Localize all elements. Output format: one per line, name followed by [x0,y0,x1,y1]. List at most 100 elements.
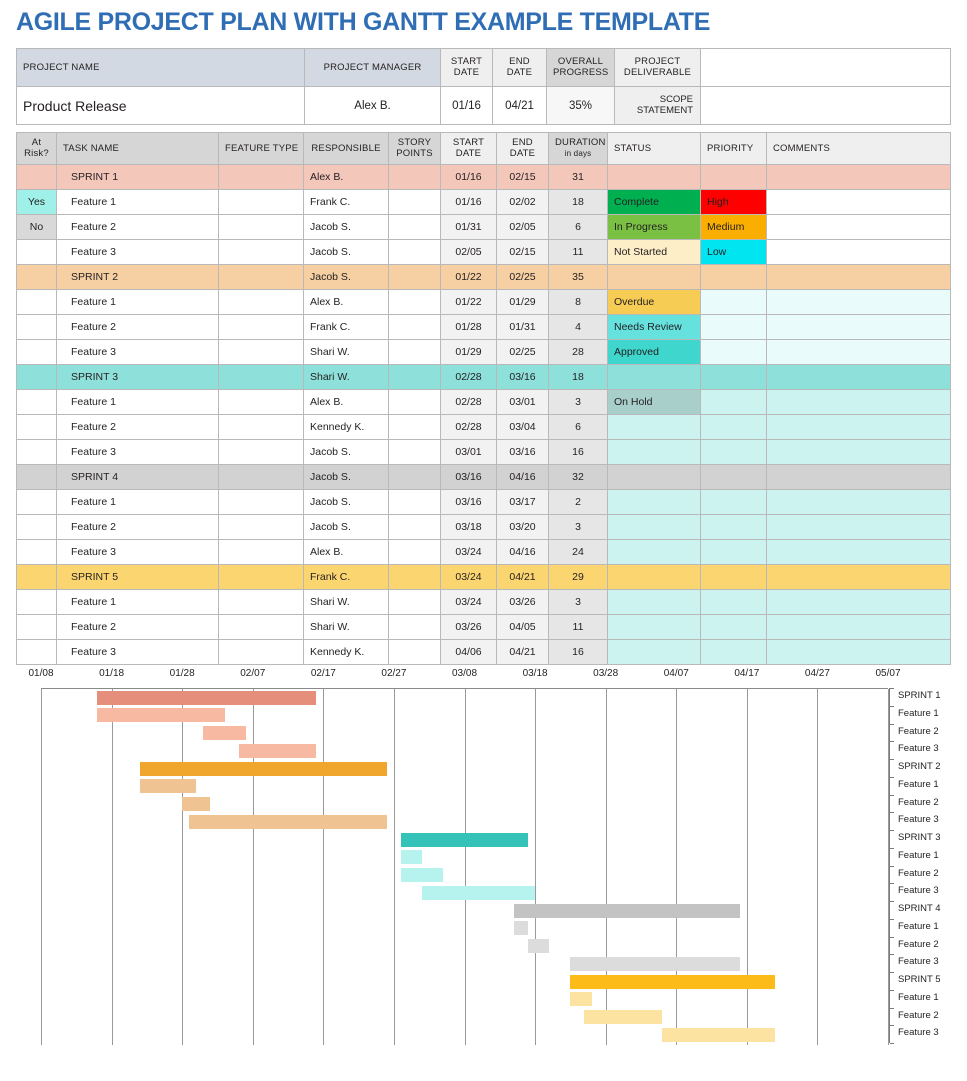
cell-status[interactable] [607,164,701,190]
cell-status[interactable] [607,514,701,540]
cell-responsible[interactable]: Jacob S. [303,239,389,265]
cell-status[interactable]: Needs Review [607,314,701,340]
cell-task-name[interactable]: Feature 1 [56,189,219,215]
cell-task-name[interactable]: SPRINT 1 [56,164,219,190]
cell-priority[interactable] [700,264,767,290]
gantt-bar[interactable] [139,779,197,794]
cell-status[interactable] [607,564,701,590]
cell-feature-type[interactable] [218,414,304,440]
cell-at-risk[interactable] [16,614,57,640]
cell-priority[interactable]: Low [700,239,767,265]
cell-start-date[interactable]: 02/28 [440,364,497,390]
cell-start-date[interactable]: 03/24 [440,564,497,590]
cell-feature-type[interactable] [218,389,304,415]
value-start-date[interactable]: 01/16 [440,86,493,125]
cell-status[interactable]: Not Started [607,239,701,265]
cell-duration[interactable]: 24 [548,539,608,565]
cell-start-date[interactable]: 02/28 [440,414,497,440]
cell-task-name[interactable]: SPRINT 5 [56,564,219,590]
cell-feature-type[interactable] [218,339,304,365]
cell-duration[interactable]: 18 [548,364,608,390]
table-row[interactable]: SPRINT 4 Jacob S. 03/16 04/16 32 [16,464,951,490]
cell-duration[interactable]: 29 [548,564,608,590]
cell-start-date[interactable]: 03/24 [440,539,497,565]
cell-comments[interactable] [766,389,951,415]
cell-responsible[interactable]: Alex B. [303,289,389,315]
cell-at-risk[interactable] [16,289,57,315]
cell-story-points[interactable] [388,439,441,465]
cell-duration[interactable]: 28 [548,339,608,365]
cell-story-points[interactable] [388,189,441,215]
cell-feature-type[interactable] [218,214,304,240]
cell-priority[interactable] [700,539,767,565]
cell-status[interactable]: In Progress [607,214,701,240]
cell-task-name[interactable]: SPRINT 2 [56,264,219,290]
cell-at-risk[interactable] [16,364,57,390]
cell-duration[interactable]: 3 [548,514,608,540]
cell-priority[interactable] [700,389,767,415]
cell-priority[interactable] [700,339,767,365]
cell-feature-type[interactable] [218,364,304,390]
cell-duration[interactable]: 6 [548,414,608,440]
table-row[interactable]: Feature 1 Shari W. 03/24 03/26 3 [16,589,951,615]
cell-task-name[interactable]: Feature 2 [56,414,219,440]
value-overall-progress[interactable]: 35% [546,86,615,125]
cell-feature-type[interactable] [218,439,304,465]
gantt-bar[interactable] [203,726,246,740]
cell-story-points[interactable] [388,564,441,590]
cell-status[interactable] [607,489,701,515]
cell-comments[interactable] [766,264,951,290]
cell-comments[interactable] [766,439,951,465]
cell-comments[interactable] [766,589,951,615]
cell-end-date[interactable]: 03/17 [496,489,549,515]
cell-feature-type[interactable] [218,464,304,490]
gantt-bar[interactable] [182,797,211,811]
table-row[interactable]: SPRINT 2 Jacob S. 01/22 02/25 35 [16,264,951,290]
value-scope-statement[interactable]: SCOPE STATEMENT [614,86,701,125]
cell-duration[interactable]: 3 [548,589,608,615]
value-project-manager[interactable]: Alex B. [304,86,441,125]
cell-end-date[interactable]: 03/01 [496,389,549,415]
cell-priority[interactable] [700,439,767,465]
value-end-date[interactable]: 04/21 [492,86,547,125]
table-row[interactable]: Yes Feature 1 Frank C. 01/16 02/02 18 Complete… [16,189,951,215]
cell-at-risk[interactable] [16,639,57,665]
cell-responsible[interactable]: Alex B. [303,389,389,415]
cell-end-date[interactable]: 01/31 [496,314,549,340]
cell-feature-type[interactable] [218,264,304,290]
cell-feature-type[interactable] [218,514,304,540]
cell-priority[interactable]: Medium [700,214,767,240]
cell-responsible[interactable]: Jacob S. [303,514,389,540]
cell-duration[interactable]: 31 [548,164,608,190]
cell-comments[interactable] [766,189,951,215]
cell-at-risk[interactable] [16,264,57,290]
cell-responsible[interactable]: Shari W. [303,589,389,615]
cell-story-points[interactable] [388,639,441,665]
cell-at-risk[interactable] [16,389,57,415]
table-row[interactable]: Feature 3 Kennedy K. 04/06 04/21 16 [16,639,951,665]
cell-start-date[interactable]: 01/22 [440,264,497,290]
cell-at-risk[interactable] [16,464,57,490]
cell-at-risk[interactable] [16,514,57,540]
cell-end-date[interactable]: 02/15 [496,164,549,190]
cell-feature-type[interactable] [218,239,304,265]
cell-start-date[interactable]: 01/16 [440,164,497,190]
cell-task-name[interactable]: Feature 3 [56,339,219,365]
cell-comments[interactable] [766,339,951,365]
cell-task-name[interactable]: Feature 2 [56,314,219,340]
cell-feature-type[interactable] [218,614,304,640]
cell-feature-type[interactable] [218,639,304,665]
cell-end-date[interactable]: 02/05 [496,214,549,240]
cell-task-name[interactable]: Feature 2 [56,614,219,640]
cell-responsible[interactable]: Shari W. [303,614,389,640]
cell-duration[interactable]: 35 [548,264,608,290]
table-row[interactable]: Feature 3 Alex B. 03/24 04/16 24 [16,539,951,565]
cell-duration[interactable]: 32 [548,464,608,490]
cell-story-points[interactable] [388,339,441,365]
cell-end-date[interactable]: 02/15 [496,239,549,265]
cell-task-name[interactable]: Feature 3 [56,439,219,465]
cell-responsible[interactable]: Kennedy K. [303,414,389,440]
cell-status[interactable] [607,439,701,465]
cell-responsible[interactable]: Jacob S. [303,464,389,490]
cell-task-name[interactable]: SPRINT 3 [56,364,219,390]
